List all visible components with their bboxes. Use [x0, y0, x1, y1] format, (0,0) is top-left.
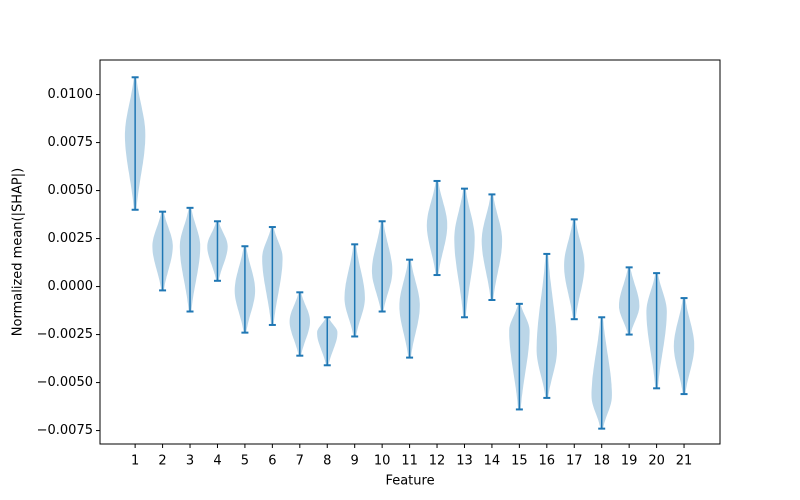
- x-tick-label: 20: [648, 454, 665, 469]
- x-tick-label: 1: [131, 454, 139, 469]
- x-tick-label: 2: [158, 454, 166, 469]
- x-tick-label: 10: [374, 454, 391, 469]
- x-tick-label: 15: [511, 454, 528, 469]
- x-tick-label: 11: [401, 454, 418, 469]
- x-tick-label: 5: [241, 454, 249, 469]
- x-tick-label: 16: [539, 454, 556, 469]
- y-tick-label: 0.0100: [48, 87, 94, 102]
- y-tick-label: −0.0050: [37, 375, 93, 390]
- x-tick-label: 7: [296, 454, 304, 469]
- x-tick-label: 6: [268, 454, 276, 469]
- x-tick-label: 8: [323, 454, 331, 469]
- y-tick-label: −0.0075: [37, 423, 93, 438]
- y-tick-label: 0.0025: [48, 231, 94, 246]
- y-tick-label: 0.0050: [48, 183, 94, 198]
- y-axis-label: Normalized mean(|SHAP|): [11, 168, 26, 336]
- x-tick-label: 14: [484, 454, 501, 469]
- x-tick-label: 21: [676, 454, 693, 469]
- x-axis-label: Feature: [385, 474, 434, 489]
- x-tick-label: 9: [351, 454, 359, 469]
- x-tick-label: 17: [566, 454, 583, 469]
- x-tick-label: 13: [456, 454, 473, 469]
- x-tick-label: 19: [621, 454, 638, 469]
- y-tick-label: 0.0075: [48, 135, 94, 150]
- x-tick-label: 4: [213, 454, 221, 469]
- x-tick-label: 12: [429, 454, 446, 469]
- y-tick-label: −0.0025: [37, 327, 93, 342]
- x-tick-label: 18: [593, 454, 610, 469]
- y-tick-label: 0.0000: [48, 279, 94, 294]
- x-tick-label: 3: [186, 454, 194, 469]
